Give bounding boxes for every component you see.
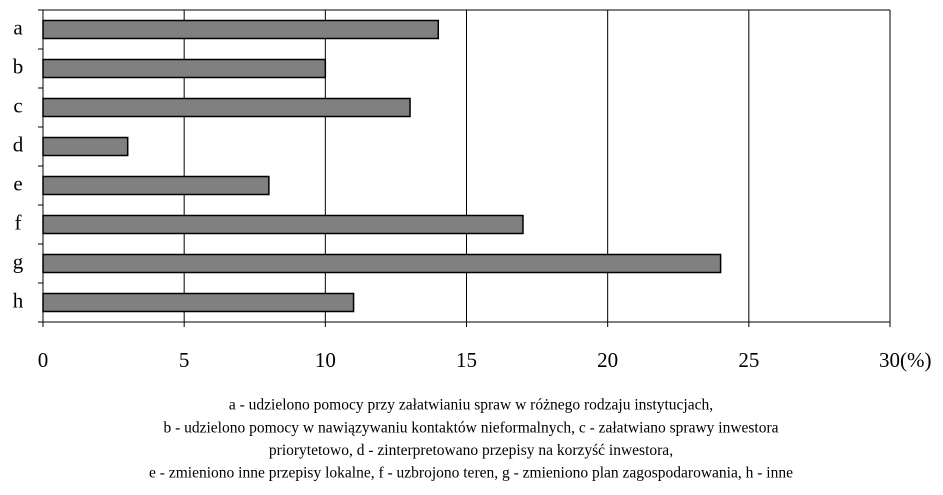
x-tick-label: 25	[738, 348, 759, 372]
x-tick-label: 0	[38, 348, 49, 372]
y-tick-label: h	[13, 288, 24, 312]
bar	[42, 97, 411, 118]
x-tick-label: 20	[597, 348, 618, 372]
y-tick-label: c	[13, 93, 22, 117]
y-tick-label: a	[13, 15, 23, 39]
caption-line: a - udzielono pomocy przy załatwianiu sp…	[229, 397, 713, 414]
bar	[42, 136, 129, 157]
caption-line: e - zmieniono inne przepisy lokalne, f -…	[149, 465, 793, 482]
x-tick-label: 5	[179, 348, 190, 372]
y-tick-label: d	[13, 132, 24, 156]
bar	[42, 58, 327, 79]
x-axis-label: (%)	[900, 348, 931, 372]
bar	[42, 19, 440, 40]
y-tick-label: f	[15, 210, 22, 234]
x-tick-label: 30	[879, 348, 900, 372]
x-tick-label: 15	[456, 348, 477, 372]
y-tick-label: e	[13, 171, 22, 195]
y-tick-label: b	[13, 54, 24, 78]
bar	[42, 175, 270, 196]
x-tick-label: 10	[315, 348, 336, 372]
caption-line: priorytetowo, d - zinterpretowano przepi…	[269, 442, 673, 459]
bar	[42, 214, 524, 235]
bar	[42, 253, 722, 274]
y-tick-label: g	[13, 249, 24, 273]
caption-line: b - udzielono pomocy w nawiązywaniu kont…	[163, 419, 778, 436]
bar	[42, 292, 355, 313]
